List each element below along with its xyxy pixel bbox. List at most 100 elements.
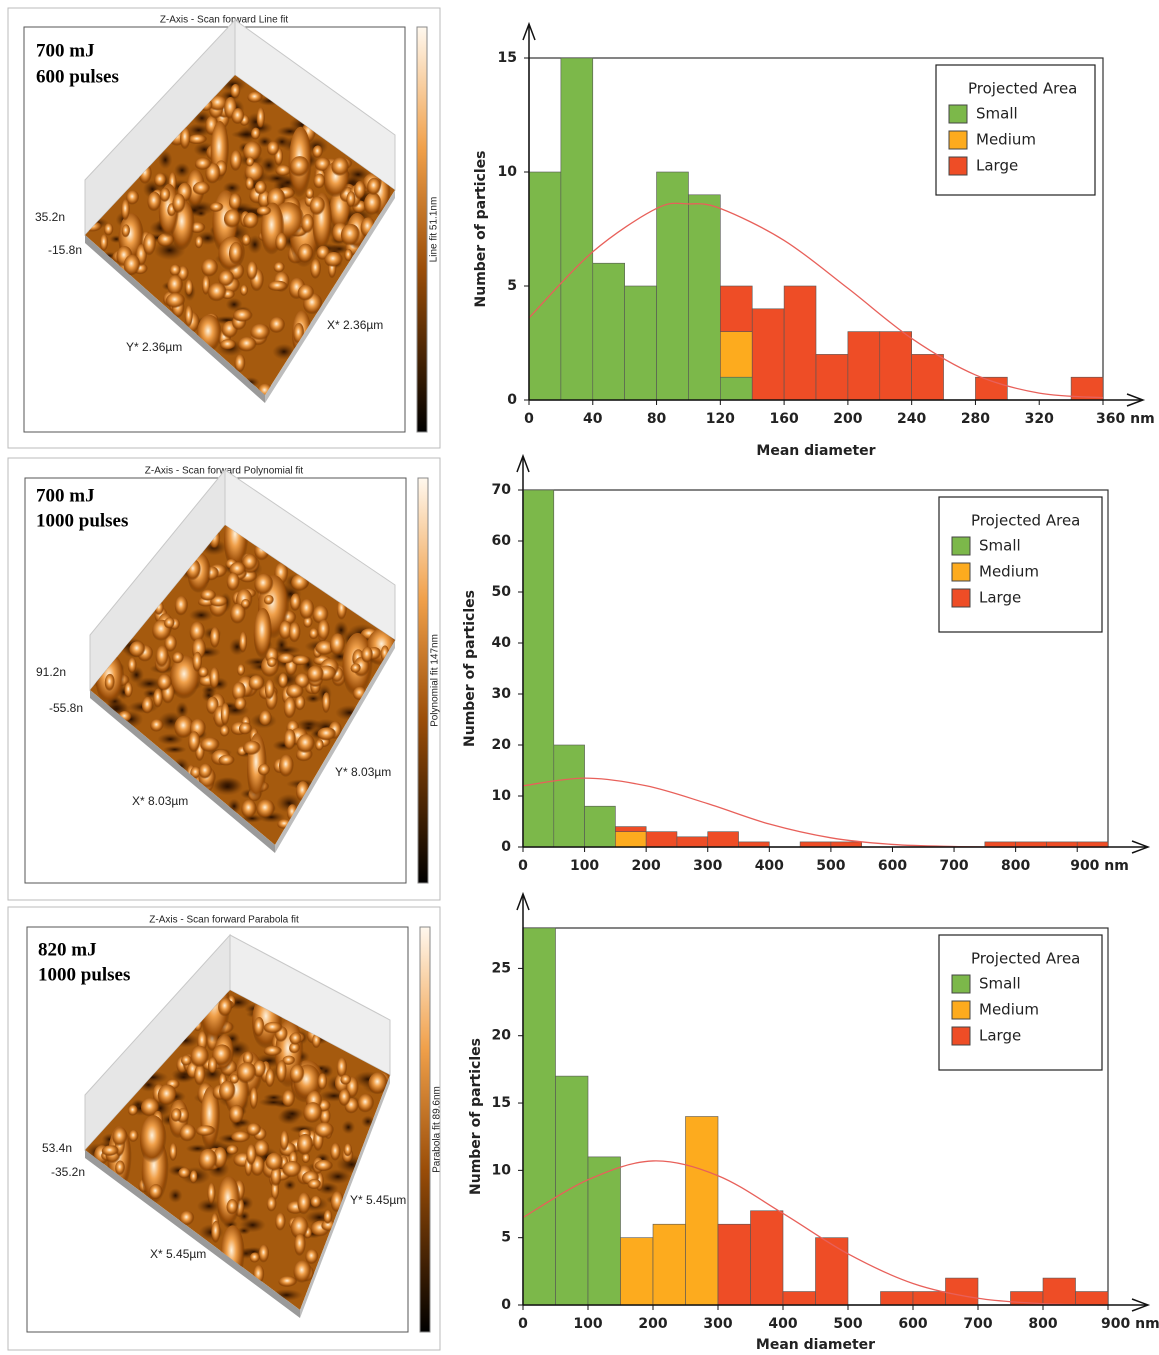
pit [174,163,190,178]
pulses-label: 1000 pulses [36,510,128,531]
bump [208,283,227,303]
bar [1077,842,1108,847]
bar [688,195,720,400]
pit [305,694,321,703]
z-min-label: -55.8n [49,701,83,715]
bump [199,764,212,780]
x-tick-label: 160 [769,411,798,427]
bar [653,1224,686,1305]
bump [297,1134,313,1157]
bump [178,1168,190,1180]
x-tick-label: 800 [1028,1316,1057,1332]
bump [157,674,172,692]
bar [913,1292,946,1305]
bar [880,332,912,400]
pit [280,1107,304,1120]
y-tick-label: 0 [501,839,511,855]
bump [354,181,366,201]
bump [298,244,314,264]
bump [142,697,154,715]
bump [257,107,265,130]
bump [294,1233,306,1257]
bar [593,263,625,400]
afm-header: Z-Axis - Scan forward Parabola fit [149,915,299,926]
bump [324,1210,333,1225]
bump [292,655,310,665]
bump [267,141,279,156]
legend-swatch [952,1001,970,1019]
bump [297,734,315,754]
legend-label: Small [976,105,1018,123]
bump [208,1057,218,1075]
legend-swatch [949,105,967,123]
bump [239,632,247,654]
bump [310,259,321,280]
bump [268,281,288,292]
legend-label: Medium [979,1001,1039,1019]
x-tick-label: 360 nm [1096,411,1155,427]
y-axis-label: Number of particles [462,590,478,747]
axis-size-label: X* 8.03µm [132,794,188,808]
bump [237,1062,257,1085]
bar [686,1117,719,1306]
pit [176,702,189,719]
bump [275,233,287,253]
bump [229,193,242,211]
bump [143,233,156,257]
x-tick-label: 200 [833,411,862,427]
bump [275,1213,285,1232]
bump [229,1105,244,1125]
y-tick-label: 5 [507,278,517,294]
bump [230,150,242,172]
bump [269,317,285,334]
pit [189,609,214,622]
bar [800,842,831,847]
x-tick-label: 700 [963,1316,992,1332]
bump [315,1160,334,1172]
axis-size-label: Y* 8.03µm [335,765,391,779]
y-tick-label: 0 [501,1297,511,1313]
legend-swatch [952,975,970,993]
bar [646,832,677,847]
bump [185,279,193,297]
bump [237,664,245,676]
y-tick-label: 20 [492,737,512,753]
y-tick-label: 70 [492,482,512,498]
bump [122,224,131,238]
y-tick-label: 10 [492,788,512,804]
bar [751,1211,784,1305]
bump [156,645,169,668]
bump [289,622,301,643]
bump [280,1130,289,1152]
pit [342,1120,356,1134]
axis-size-label: X* 5.45µm [150,1247,206,1261]
bar [523,928,556,1305]
y-tick-label: 10 [498,164,518,180]
legend-swatch [952,1027,970,1045]
bump [129,1130,139,1143]
colorbar [417,27,427,432]
bump [239,722,252,735]
bump [311,1196,322,1209]
bump [193,182,210,196]
pit [212,778,244,796]
bump [140,1115,167,1165]
legend-title: Projected Area [968,80,1077,98]
bump [160,188,171,203]
x-tick-label: 400 [755,858,784,874]
bump [364,193,382,217]
bump [102,1145,119,1156]
bump [330,633,346,656]
bump [266,1069,275,1089]
bar [556,1076,589,1305]
x-tick-label: 800 [1001,858,1030,874]
bump [351,663,362,673]
bump [290,156,310,178]
bump [128,1105,138,1116]
bump [220,339,236,350]
bump [104,223,113,236]
bump [318,1073,328,1090]
x-tick-label: 80 [647,411,667,427]
bar [720,332,752,378]
bump [226,1145,238,1155]
